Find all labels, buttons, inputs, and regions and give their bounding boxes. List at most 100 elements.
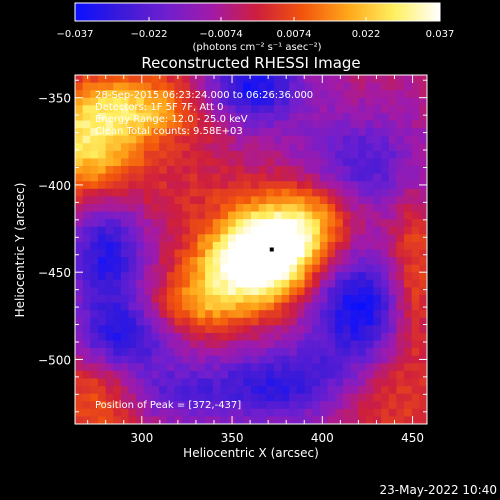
- heatmap-cell: [105, 348, 114, 357]
- heatmap-cell: [289, 75, 298, 83]
- heatmap-cell: [166, 90, 175, 99]
- heatmap-cell: [335, 393, 344, 402]
- heatmap-cell: [182, 150, 191, 159]
- heatmap-cell: [90, 135, 99, 144]
- heatmap-cell: [182, 82, 191, 91]
- heatmap-cell: [258, 82, 267, 91]
- heatmap-cell: [90, 128, 99, 137]
- heatmap-cell: [273, 287, 283, 296]
- heatmap-cell: [228, 317, 237, 326]
- heatmap-cell: [212, 302, 221, 311]
- heatmap-cell: [319, 317, 328, 326]
- heatmap-cell: [159, 249, 168, 258]
- heatmap-cell: [381, 317, 390, 326]
- heatmap-cell: [197, 332, 206, 341]
- heatmap-cell: [105, 363, 114, 372]
- heatmap-cell: [151, 401, 160, 410]
- heatmap-cell: [136, 257, 145, 266]
- heatmap-cell: [419, 295, 427, 304]
- heatmap-cell: [120, 272, 129, 281]
- heatmap-cell: [266, 295, 275, 304]
- heatmap-cell: [419, 203, 427, 212]
- heatmap-cell: [281, 332, 290, 341]
- heatmap-cell: [105, 279, 114, 288]
- heatmap-cell: [404, 279, 413, 288]
- heatmap-cell: [82, 393, 91, 402]
- heatmap-cell: [75, 310, 84, 319]
- heatmap-cell: [105, 219, 114, 228]
- heatmap-cell: [335, 249, 344, 258]
- heatmap-cell: [105, 150, 114, 159]
- heatmap-cell: [75, 112, 84, 121]
- heatmap-cell: [151, 173, 160, 182]
- heatmap-cell: [143, 295, 152, 304]
- heatmap-cell: [212, 241, 221, 250]
- heatmap-cell: [113, 181, 122, 190]
- heatmap-cell: [151, 203, 160, 212]
- heatmap-cell: [365, 264, 374, 273]
- heatmap-cell: [97, 226, 107, 235]
- heatmap-cell: [258, 310, 267, 319]
- heatmap-cell: [381, 211, 390, 220]
- heatmap-cell: [97, 75, 107, 83]
- heatmap-cell: [365, 386, 374, 395]
- heatmap-cell: [174, 370, 183, 379]
- heatmap-cell: [358, 188, 367, 197]
- heatmap-cell: [113, 219, 122, 228]
- heatmap-cell: [373, 302, 382, 311]
- heatmap-cell: [136, 249, 145, 258]
- heatmap-cell: [128, 135, 137, 144]
- heatmap-cell: [136, 105, 145, 114]
- heatmap-cell: [220, 340, 229, 349]
- heatmap-cell: [212, 135, 221, 144]
- heatmap-cell: [143, 386, 152, 395]
- heatmap-cell: [273, 317, 283, 326]
- heatmap-cell: [120, 97, 129, 106]
- heatmap-cell: [159, 75, 168, 83]
- heatmap-cell: [220, 272, 229, 281]
- heatmap-cell: [319, 90, 328, 99]
- heatmap-cell: [365, 310, 374, 319]
- heatmap-cell: [105, 241, 114, 250]
- heatmap-cell: [258, 332, 267, 341]
- heatmap-cell: [273, 158, 283, 167]
- heatmap-cell: [365, 128, 374, 137]
- heatmap-cell: [220, 317, 229, 326]
- heatmap-cell: [388, 317, 397, 326]
- heatmap-cell: [143, 211, 152, 220]
- heatmap-cell: [335, 355, 344, 364]
- heatmap-cell: [411, 348, 420, 357]
- heatmap-cell: [304, 234, 313, 243]
- heatmap-cell: [396, 295, 405, 304]
- heatmap-cell: [404, 355, 413, 364]
- heatmap-cell: [419, 378, 427, 387]
- heatmap-cell: [312, 188, 321, 197]
- heatmap-cell: [373, 135, 382, 144]
- heatmap-cell: [212, 120, 221, 129]
- heatmap-cell: [266, 302, 275, 311]
- heatmap-cell: [159, 378, 168, 387]
- heatmap-cell: [151, 340, 160, 349]
- heatmap-cell: [251, 370, 260, 379]
- heatmap-cell: [312, 158, 321, 167]
- heatmap-cell: [312, 150, 321, 159]
- heatmap-cell: [105, 408, 114, 417]
- heatmap-cell: [120, 143, 129, 152]
- heatmap-cell: [159, 370, 168, 379]
- heatmap-cell: [373, 128, 382, 137]
- heatmap-cell: [419, 416, 427, 424]
- heatmap-cell: [90, 82, 99, 91]
- heatmap-cell: [419, 211, 427, 220]
- heatmap-cell: [212, 143, 221, 152]
- heatmap-cell: [151, 386, 160, 395]
- heatmap-cell: [197, 264, 206, 273]
- heatmap-cell: [75, 363, 84, 372]
- heatmap-cell: [258, 105, 267, 114]
- heatmap-cell: [189, 332, 198, 341]
- heatmap-cell: [381, 241, 390, 250]
- heatmap-cell: [143, 181, 152, 190]
- heatmap-cell: [388, 226, 397, 235]
- heatmap-cell: [365, 211, 374, 220]
- heatmap-cell: [289, 302, 298, 311]
- heatmap-cell: [82, 302, 91, 311]
